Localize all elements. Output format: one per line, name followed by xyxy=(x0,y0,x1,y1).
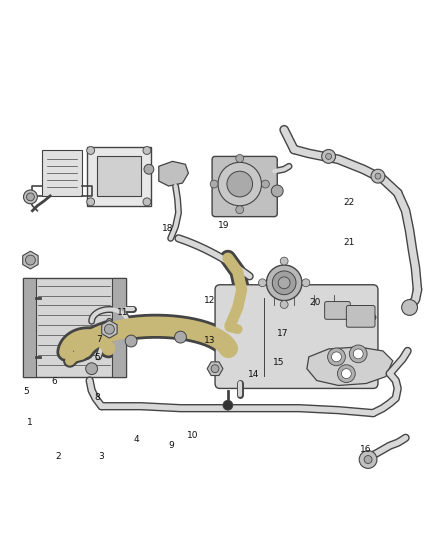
Text: 3: 3 xyxy=(99,453,104,462)
Circle shape xyxy=(258,279,266,287)
Circle shape xyxy=(227,171,253,197)
Circle shape xyxy=(125,335,137,347)
Text: 9: 9 xyxy=(169,441,174,450)
FancyBboxPatch shape xyxy=(113,278,126,377)
Circle shape xyxy=(143,198,151,206)
Circle shape xyxy=(371,169,385,183)
Text: 12: 12 xyxy=(204,296,215,305)
Circle shape xyxy=(332,352,342,362)
Circle shape xyxy=(143,147,151,155)
Polygon shape xyxy=(87,147,151,206)
Polygon shape xyxy=(207,362,223,376)
FancyBboxPatch shape xyxy=(215,285,378,389)
Text: 10: 10 xyxy=(187,431,199,440)
Text: 7: 7 xyxy=(96,335,102,344)
Circle shape xyxy=(402,300,417,316)
Circle shape xyxy=(280,301,288,309)
Circle shape xyxy=(261,180,269,188)
Text: 8: 8 xyxy=(94,392,100,401)
Text: 18: 18 xyxy=(162,224,174,233)
FancyBboxPatch shape xyxy=(96,156,141,196)
Circle shape xyxy=(342,369,351,378)
Circle shape xyxy=(278,277,290,289)
Circle shape xyxy=(266,265,302,301)
Circle shape xyxy=(236,155,244,163)
Text: 6: 6 xyxy=(51,377,57,386)
Text: 15: 15 xyxy=(273,358,284,367)
Circle shape xyxy=(210,180,218,188)
Text: 1: 1 xyxy=(27,418,32,427)
Circle shape xyxy=(375,173,381,179)
FancyBboxPatch shape xyxy=(346,305,375,327)
FancyBboxPatch shape xyxy=(212,156,277,216)
Circle shape xyxy=(321,149,336,163)
Circle shape xyxy=(271,185,283,197)
FancyBboxPatch shape xyxy=(22,278,36,377)
Circle shape xyxy=(236,206,244,214)
Text: 13: 13 xyxy=(204,336,215,345)
Circle shape xyxy=(302,279,310,287)
Text: 14: 14 xyxy=(248,370,259,379)
Text: 17: 17 xyxy=(277,329,289,338)
Text: 21: 21 xyxy=(343,238,354,247)
Circle shape xyxy=(328,348,346,366)
Circle shape xyxy=(218,163,261,206)
Circle shape xyxy=(359,450,377,469)
Circle shape xyxy=(211,365,219,373)
Circle shape xyxy=(350,345,367,363)
Polygon shape xyxy=(23,251,38,269)
Circle shape xyxy=(87,147,95,155)
Circle shape xyxy=(26,193,34,201)
Text: 16: 16 xyxy=(360,445,372,454)
Circle shape xyxy=(337,365,355,383)
Circle shape xyxy=(86,363,98,375)
Circle shape xyxy=(272,271,296,295)
Polygon shape xyxy=(307,347,393,385)
Circle shape xyxy=(353,349,363,359)
Circle shape xyxy=(175,331,187,343)
Polygon shape xyxy=(159,161,188,186)
Circle shape xyxy=(325,154,332,159)
Text: 4: 4 xyxy=(133,434,139,443)
Text: 19: 19 xyxy=(219,221,230,230)
Text: 5: 5 xyxy=(23,387,29,396)
Polygon shape xyxy=(42,149,82,196)
Circle shape xyxy=(280,257,288,265)
Circle shape xyxy=(105,324,114,334)
Text: 5: 5 xyxy=(94,352,100,361)
Text: 2: 2 xyxy=(55,453,61,462)
Polygon shape xyxy=(102,320,117,338)
FancyBboxPatch shape xyxy=(22,278,126,377)
FancyBboxPatch shape xyxy=(325,302,350,319)
Circle shape xyxy=(25,255,35,265)
Circle shape xyxy=(223,400,233,410)
Circle shape xyxy=(144,164,154,174)
Circle shape xyxy=(24,190,37,204)
Text: 20: 20 xyxy=(309,298,321,307)
Text: 11: 11 xyxy=(117,308,129,317)
Text: 22: 22 xyxy=(343,198,354,207)
Circle shape xyxy=(364,456,372,464)
Circle shape xyxy=(87,198,95,206)
